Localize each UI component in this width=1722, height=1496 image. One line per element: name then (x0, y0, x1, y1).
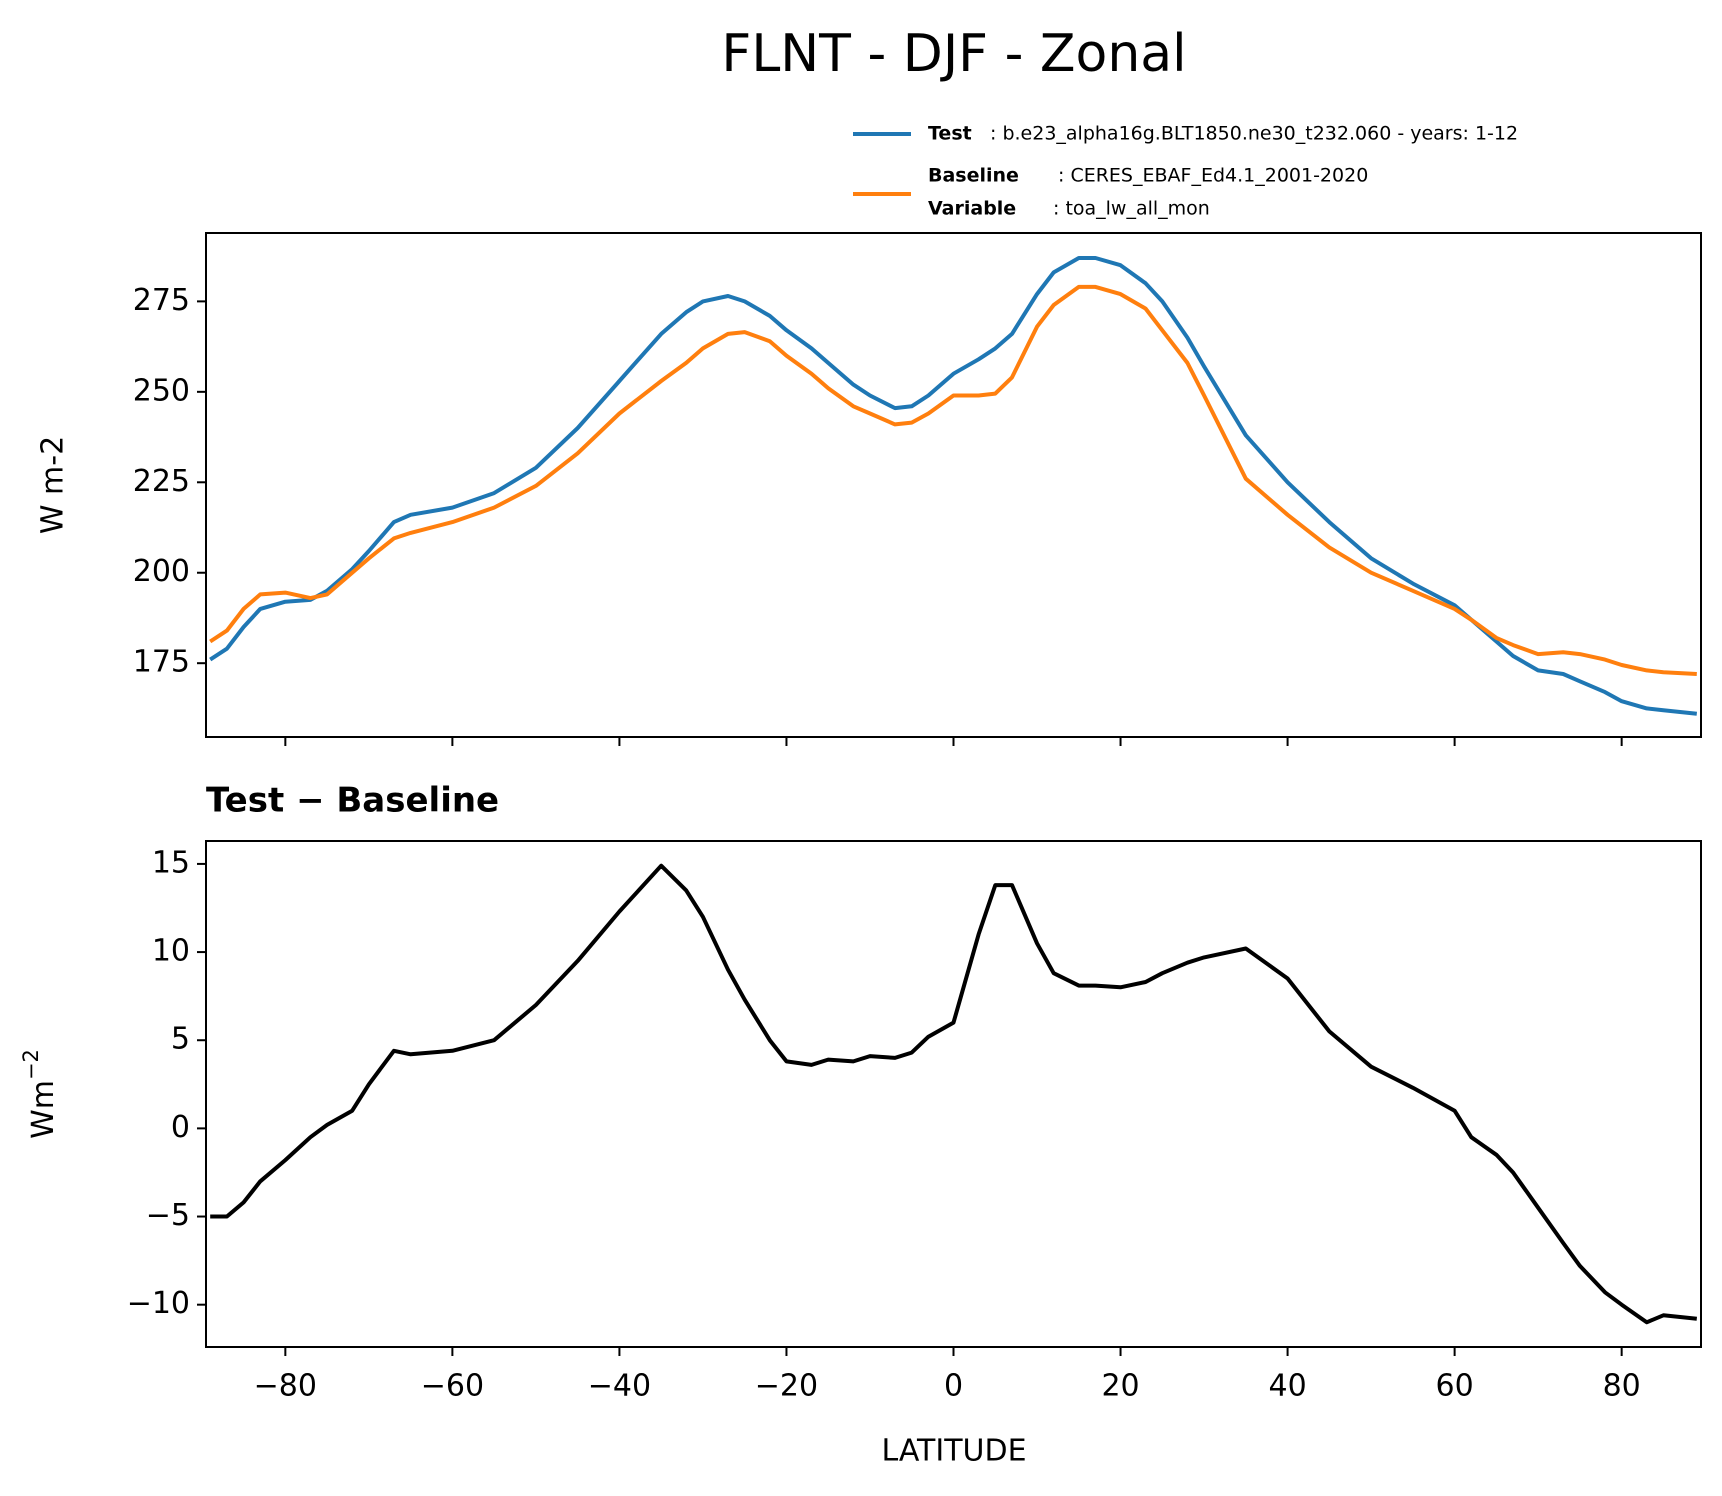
plot-frame (205, 232, 1702, 738)
data-line (209, 284, 1697, 676)
y-label-sup: −2 (19, 1049, 43, 1080)
x-tick-label: 20 (1101, 1369, 1139, 1404)
y-tick-label: 15 (152, 845, 190, 880)
y-tick-label: −5 (146, 1198, 190, 1233)
legend-name: Baseline (928, 165, 1019, 187)
y-label-text: Wm (26, 1080, 61, 1139)
legend-name: Test (928, 123, 972, 145)
y-tick-label: 250 (133, 373, 190, 408)
plot-frame (205, 840, 1702, 1348)
figure-title: FLNT - DJF - Zonal (721, 24, 1186, 84)
y-tick-label: 225 (133, 464, 190, 499)
y-tick-label: 275 (133, 283, 190, 318)
panel-title: Test − Baseline (206, 781, 499, 821)
legend-name: Variable (928, 198, 1016, 220)
x-tick-label: −80 (254, 1369, 317, 1404)
y-tick-label: −10 (127, 1286, 190, 1321)
x-tick-label: 60 (1436, 1369, 1474, 1404)
x-tick-label: −60 (421, 1369, 484, 1404)
x-tick-label: −20 (755, 1369, 818, 1404)
legend-label: : CERES_EBAF_Ed4.1_2001-2020 (1058, 165, 1368, 187)
y-tick-label: 0 (171, 1110, 190, 1145)
y-tick-label: 175 (133, 645, 190, 680)
x-tick-label: −40 (588, 1369, 651, 1404)
x-tick-label: 40 (1268, 1369, 1306, 1404)
legend-label: : toa_lw_all_mon (1053, 198, 1210, 220)
y-axis-label: Wm−2 (19, 1049, 61, 1139)
x-tick-label: 0 (944, 1369, 963, 1404)
y-tick-label: 5 (171, 1022, 190, 1057)
legend-label: : b.e23_alpha16g.BLT1850.ne30_t232.060 -… (990, 123, 1518, 145)
y-axis-label: W m-2 (36, 436, 71, 534)
y-tick-label: 10 (152, 934, 190, 969)
x-tick-label: 80 (1603, 1369, 1641, 1404)
y-tick-label: 200 (133, 554, 190, 589)
x-axis-label: LATITUDE (881, 1434, 1026, 1469)
data-line (210, 863, 1698, 1325)
